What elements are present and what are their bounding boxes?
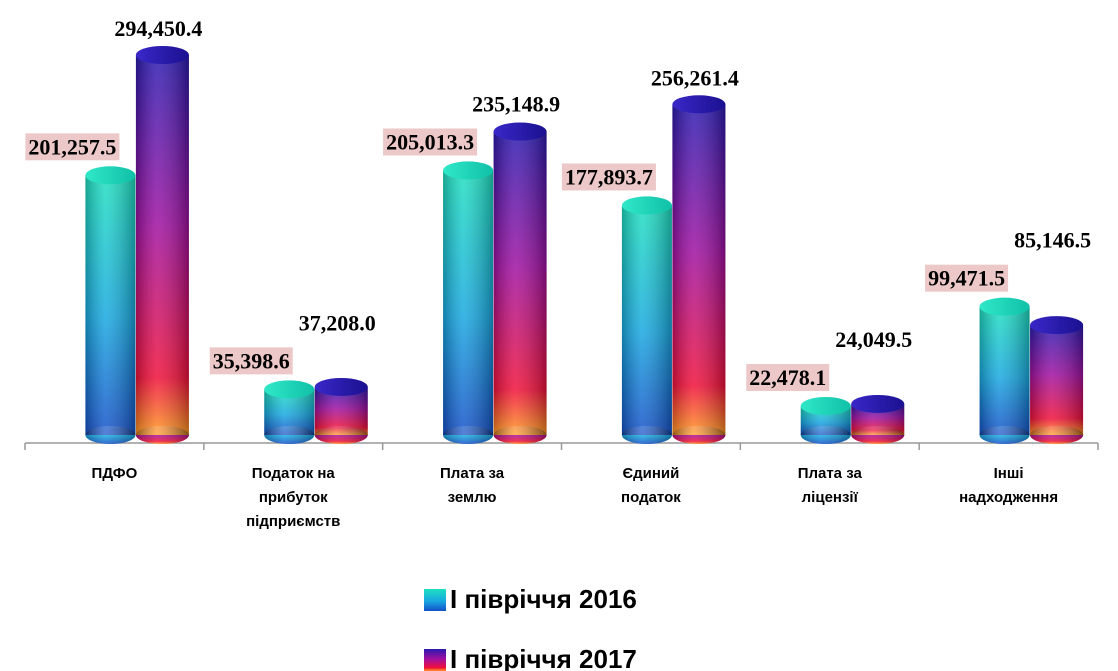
cylinder-bottom-shade (621, 426, 672, 444)
cylinder-bottom-shade (979, 426, 1030, 444)
cylinder-top (621, 196, 672, 215)
legend-label: І півріччя 2016 (450, 584, 637, 614)
cylinder-bottom-shade (135, 426, 189, 444)
cylinder (979, 297, 1030, 444)
cylinder (85, 166, 136, 444)
cylinder-bottom-shade (851, 426, 905, 444)
cylinder-shade (85, 175, 136, 435)
cylinder-top (979, 297, 1030, 316)
x-tick-label: Плата за ліцензії (797, 465, 862, 506)
value-label: 37,208.0 (299, 310, 376, 335)
cylinder (443, 161, 494, 444)
cylinder-shade (443, 170, 494, 435)
legend-swatch (424, 649, 446, 671)
cylinder (314, 377, 368, 444)
x-tick-label: Інші надходження (959, 465, 1059, 506)
cylinder (264, 380, 315, 444)
cylinder-bottom-shade (264, 426, 315, 444)
cylinder-shade (493, 131, 547, 436)
legend-label: І півріччя 2017 (450, 644, 637, 671)
value-label: 201,257.5 (28, 134, 116, 159)
cylinder-top (1030, 316, 1084, 335)
x-tick-label: Податок на прибуток підприємств (246, 465, 341, 530)
cylinder-bottom-shade (443, 426, 494, 444)
value-label: 294,450.4 (114, 16, 202, 41)
value-label-bg (746, 364, 830, 392)
cylinder-top (800, 396, 851, 415)
cylinder-top (443, 161, 494, 180)
legend-swatch (424, 589, 446, 611)
value-label: 22,478.1 (749, 365, 826, 390)
value-label-bg (209, 347, 293, 375)
cylinder-bottom-shade (493, 426, 547, 444)
cylinder-shade (621, 205, 672, 435)
x-tick-label: Плата за землю (440, 465, 505, 506)
value-label: 205,013.3 (386, 129, 474, 154)
cylinder-bottom-shade (314, 426, 368, 444)
value-label: 235,148.9 (472, 91, 560, 116)
value-label-bg (25, 133, 120, 161)
cylinder-bottom-shade (800, 426, 851, 444)
cylinder-top (493, 122, 547, 141)
cylinder-shade (135, 55, 189, 435)
cylinder-top (672, 95, 726, 114)
x-tick-label: Єдиний податок (621, 465, 681, 506)
value-label: 256,261.4 (651, 65, 739, 90)
cylinder (493, 122, 547, 444)
cylinder-bottom-shade (1030, 426, 1084, 444)
cylinder-bottom-shade (85, 426, 136, 444)
value-label: 24,049.5 (835, 327, 912, 352)
value-label: 85,146.5 (1014, 228, 1091, 253)
cylinder (621, 196, 672, 444)
cylinder (135, 46, 189, 444)
value-label-bg (561, 163, 656, 191)
value-label: 99,471.5 (928, 266, 1005, 291)
cylinder-top (85, 166, 136, 185)
cylinder-shade (672, 104, 726, 436)
cylinder-shade (979, 306, 1030, 435)
value-label-bg (383, 128, 478, 156)
cylinder (672, 95, 726, 444)
cylinder (851, 394, 905, 444)
value-label: 177,893.7 (565, 164, 653, 189)
value-label-bg (925, 264, 1009, 292)
cylinder-top (264, 380, 315, 399)
value-label: 35,398.6 (213, 348, 290, 373)
cylinder (1030, 316, 1084, 444)
x-tick-label: ПДФО (91, 465, 138, 482)
cylinder-top (851, 394, 905, 413)
cylinder-top (135, 46, 189, 64)
cylinder-bottom-shade (672, 426, 726, 444)
cylinder-shade (1030, 325, 1084, 435)
cylinder-top (314, 377, 368, 396)
cylinder (800, 396, 851, 444)
